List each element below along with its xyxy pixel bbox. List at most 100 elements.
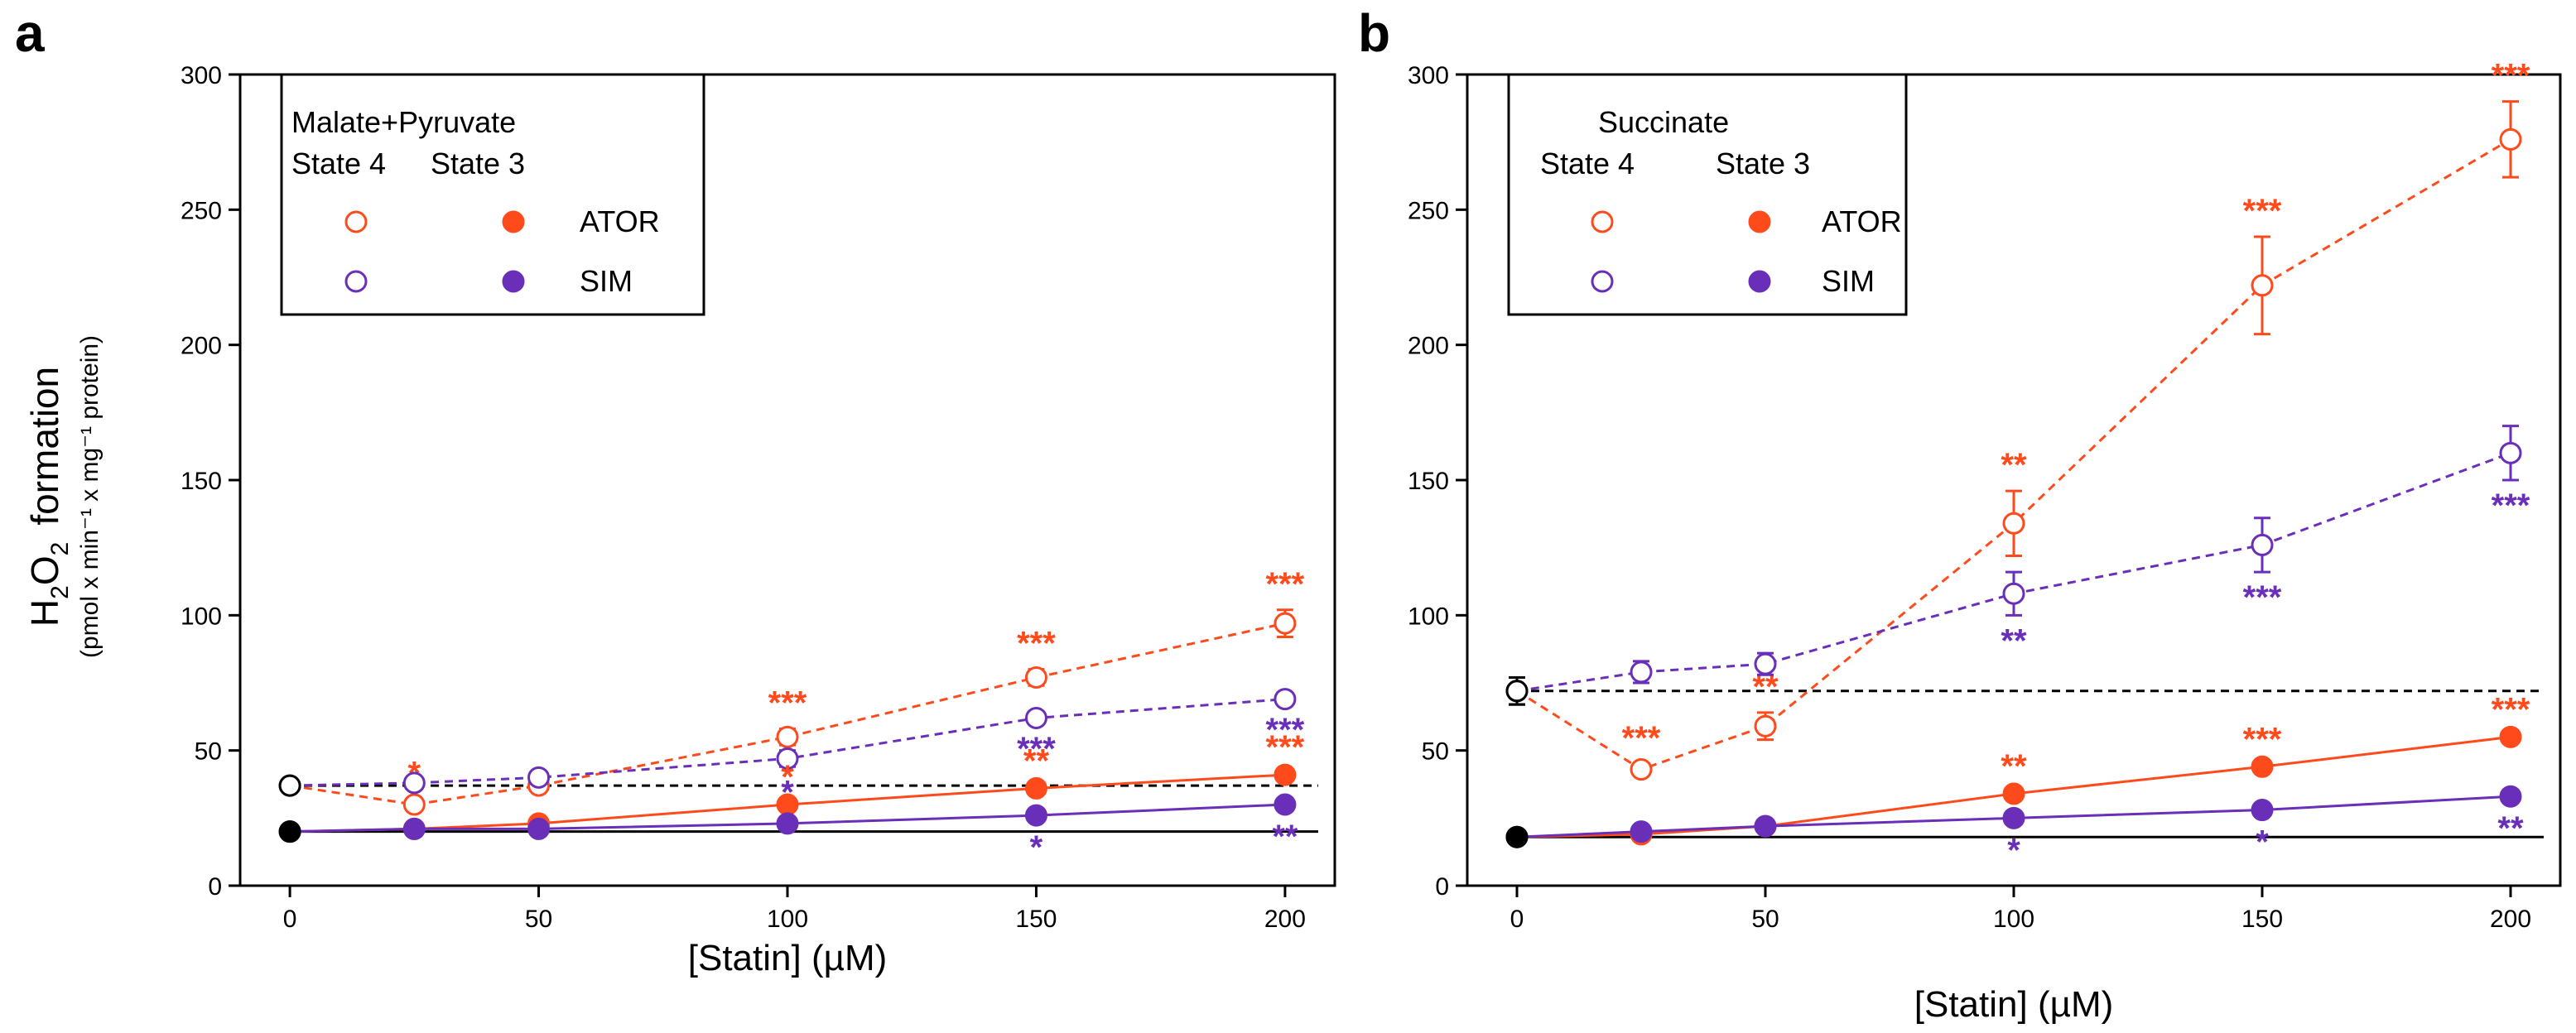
legend-b: Succinate State 4 State 3 ATOR SIM	[1507, 73, 1908, 316]
significance-stars: **	[2001, 748, 2027, 785]
data-point-sim-state3	[402, 817, 426, 840]
data-point-sim-state4	[527, 766, 551, 789]
x-tick-label-b: 150	[2241, 906, 2283, 933]
significance-stars: ***	[1266, 566, 1305, 603]
legend-sim-state4-marker-a	[344, 270, 368, 293]
significance-stars: ***	[2492, 58, 2530, 94]
data-point-sim-state3	[2499, 785, 2522, 808]
data-point-sim-state3	[278, 820, 301, 843]
significance-stars: ***	[768, 685, 807, 722]
y-tick-label-a: 50	[195, 738, 222, 766]
y-tick-label-b: 100	[1408, 603, 1449, 630]
legend-col-state3-b: State 3	[1716, 147, 1810, 180]
legend-ator-state4-marker-b	[1591, 210, 1614, 233]
y-tick-label-b: 200	[1408, 333, 1449, 360]
data-point-ator-state4	[2002, 512, 2025, 535]
legend-sim-state4-marker-b	[1591, 270, 1614, 293]
data-point-sim-state3	[1630, 820, 1653, 843]
x-axis-label-a: [Statin] (µM)	[688, 938, 888, 978]
legend-ator-state3-marker-a	[502, 210, 525, 233]
legend-ator-label-a: ATOR	[580, 204, 660, 238]
significance-stars: ***	[1266, 712, 1305, 748]
legend-ator-state3-marker-b	[1748, 210, 1771, 233]
data-point-ator-state3	[2499, 725, 2522, 748]
significance-stars: *	[1030, 829, 1043, 866]
series-lines-a	[289, 622, 1318, 834]
y-axis-label: H2O2formation	[23, 367, 74, 627]
legend-box-b	[1507, 73, 1908, 316]
panel-label-b: b	[1358, 3, 1390, 63]
data-point-sim-state3	[1024, 804, 1047, 827]
significance-stars: *	[2007, 832, 2020, 868]
legend-title-a: Malate+Pyruvate	[291, 105, 516, 139]
data-point-ator-state4	[1630, 758, 1653, 781]
data-point-ator-state3	[2002, 782, 2025, 805]
series-markers-b: ****************************** * **	[1505, 58, 2530, 868]
data-point-ator-state4	[2251, 274, 2274, 297]
panel-label-a: a	[15, 3, 45, 63]
significance-stars: *	[2256, 824, 2269, 861]
significance-stars: ***	[2243, 193, 2282, 229]
significance-stars: **	[1023, 742, 1050, 779]
significance-stars: *	[781, 759, 794, 795]
data-point-ator-state4	[776, 725, 799, 748]
data-point-sim-state4	[2499, 441, 2522, 464]
data-point-sim-state4	[2002, 582, 2025, 605]
y-tick-label-a: 150	[181, 468, 222, 495]
series-line-sim-state3-a	[290, 803, 1285, 834]
y-tick-label-b: 0	[1435, 873, 1449, 901]
significance-stars: **	[1272, 819, 1298, 855]
legend-sim-state3-marker-b	[1748, 270, 1771, 293]
data-point-sim-state3	[2002, 806, 2025, 829]
data-point-ator-state4	[1024, 665, 1047, 689]
significance-stars: **	[2001, 622, 2027, 659]
significance-stars: ***	[1622, 720, 1661, 757]
data-point-ator-state4	[1274, 612, 1297, 635]
series-line-sim-state4-a	[290, 698, 1286, 787]
y-axis-label-h: H	[23, 599, 66, 627]
y-axis-label-sub: 2	[46, 585, 74, 599]
y-axis-label-sub2: 2	[46, 542, 74, 556]
data-point-sim-state3	[776, 812, 799, 835]
legend-sim-label-b: SIM	[1822, 264, 1875, 298]
series-line-sim-state4-b	[1516, 451, 2511, 693]
x-tick-label-b: 0	[1510, 906, 1524, 933]
data-point-ator-state4	[1754, 714, 1777, 738]
y-tick-label-b: 50	[1422, 738, 1449, 766]
y-tick-label-a: 200	[181, 333, 222, 360]
data-point-sim-state4	[278, 774, 301, 797]
axes-b: 0 50 100 150 200 250 300 0 50 100 150 200	[1408, 62, 2531, 933]
legend-col-state4-b: State 4	[1540, 147, 1635, 180]
data-point-ator-state3	[1024, 776, 1047, 800]
data-point-sim-state4	[1630, 661, 1653, 684]
y-axis-units-group: (pmol x min⁻¹ x mg⁻¹ protein)	[76, 335, 104, 658]
significance-stars: ***	[2243, 579, 2282, 616]
x-tick-label-a: 150	[1015, 906, 1057, 933]
data-point-sim-state3	[1274, 793, 1297, 816]
series-line-ator-state4-a	[289, 622, 1286, 806]
legend-sim-state3-marker-a	[502, 270, 525, 293]
data-point-ator-state4	[402, 793, 426, 816]
y-axis-label-formation: formation	[23, 367, 66, 526]
legend-ator-state4-marker-a	[344, 210, 368, 233]
data-point-ator-state3	[1274, 763, 1297, 786]
x-axis-label-b: [Statin] (µM)	[1914, 984, 2114, 1025]
x-tick-label-b: 100	[1993, 906, 2034, 933]
data-point-sim-state4	[402, 771, 426, 795]
series-lines-b	[1516, 138, 2544, 838]
y-axis-label-group: H2O2formation	[23, 367, 74, 627]
significance-stars: ***	[1017, 731, 1056, 767]
data-point-sim-state4	[1754, 652, 1777, 675]
axes-a: 0 50 100 150 200 250 300 0 50 100 150 200	[181, 62, 1306, 933]
legend-col-state4-a: State 4	[291, 147, 386, 180]
legend-ator-label-b: ATOR	[1822, 204, 1902, 238]
x-tick-label-a: 50	[525, 906, 552, 933]
data-point-sim-state4	[1274, 688, 1297, 711]
y-tick-label-a: 300	[181, 62, 222, 89]
legend-sim-label-a: SIM	[580, 264, 633, 298]
y-tick-label-a: 250	[181, 197, 222, 224]
y-tick-label-b: 150	[1408, 468, 1449, 495]
x-tick-label-a: 100	[767, 906, 808, 933]
x-tick-label-a: 200	[1264, 906, 1306, 933]
